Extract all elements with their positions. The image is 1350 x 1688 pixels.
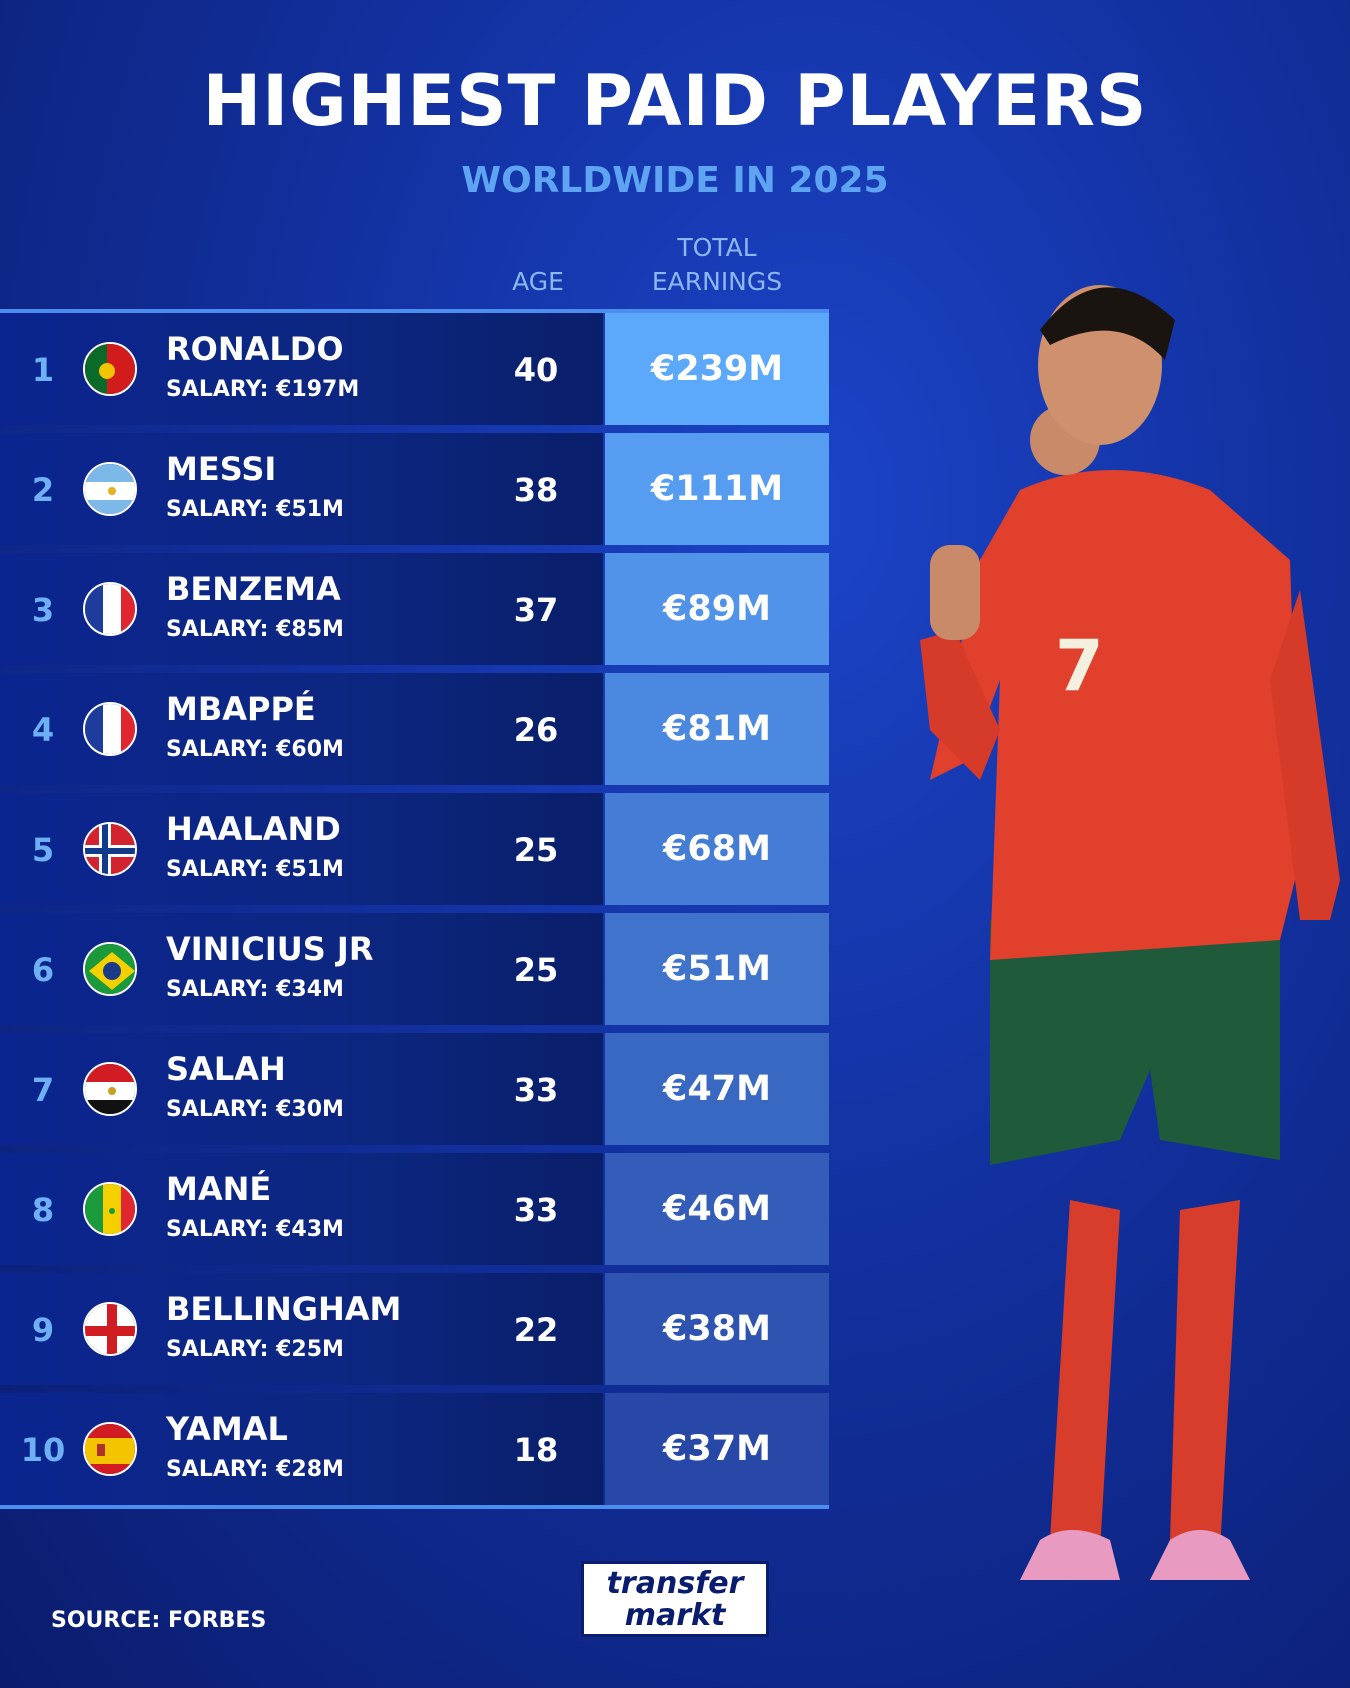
earnings: €111M bbox=[650, 469, 784, 509]
earnings: €51M bbox=[663, 949, 771, 989]
age: 38 bbox=[513, 471, 559, 509]
age: 25 bbox=[513, 951, 559, 989]
rank: 3 bbox=[31, 591, 55, 629]
player-name: MBAPPÉ bbox=[166, 690, 316, 728]
flag-art bbox=[85, 944, 135, 994]
age: 18 bbox=[513, 1431, 559, 1469]
flag bbox=[83, 1422, 137, 1476]
player-name: YAMAL bbox=[166, 1410, 288, 1448]
subtitle: WORLDWIDE IN 2025 bbox=[461, 160, 889, 201]
rank: 7 bbox=[31, 1071, 55, 1109]
rule bbox=[0, 309, 829, 313]
age: 22 bbox=[513, 1311, 559, 1349]
flag-art bbox=[85, 1064, 135, 1114]
source: SOURCE: FORBES bbox=[51, 1608, 267, 1633]
flag bbox=[83, 942, 137, 996]
flag-art bbox=[85, 1424, 135, 1474]
rank: 5 bbox=[31, 831, 55, 869]
player-name: SALAH bbox=[166, 1050, 286, 1088]
earnings-cell bbox=[605, 793, 829, 905]
age: 33 bbox=[513, 1191, 559, 1229]
player-name: BELLINGHAM bbox=[166, 1290, 402, 1328]
earnings: €46M bbox=[663, 1189, 771, 1229]
flag bbox=[83, 1302, 137, 1356]
player-name: RONALDO bbox=[166, 330, 344, 368]
earnings: €89M bbox=[663, 589, 771, 629]
flag bbox=[83, 342, 137, 396]
rank: 6 bbox=[31, 951, 55, 989]
earnings: €37M bbox=[663, 1429, 771, 1469]
rank: 2 bbox=[31, 471, 55, 509]
rank: 8 bbox=[31, 1191, 55, 1229]
salary: SALARY: €51M bbox=[166, 857, 344, 882]
flag-art bbox=[85, 464, 135, 514]
flag bbox=[83, 462, 137, 516]
earnings: €47M bbox=[663, 1069, 771, 1109]
earnings-cell bbox=[605, 673, 829, 785]
rule bbox=[0, 1505, 829, 1509]
flag bbox=[83, 582, 137, 636]
logo-text: transfer bbox=[606, 1566, 744, 1601]
flag-art bbox=[85, 584, 135, 634]
flag bbox=[83, 702, 137, 756]
rank: 9 bbox=[31, 1311, 55, 1349]
age: 26 bbox=[513, 711, 559, 749]
earnings-cell bbox=[605, 553, 829, 665]
flag-art bbox=[85, 344, 135, 394]
player-name: HAALAND bbox=[166, 810, 341, 848]
salary: SALARY: €30M bbox=[166, 1097, 344, 1122]
player-name: BENZEMA bbox=[166, 570, 341, 608]
logo: transfer markt bbox=[581, 1561, 769, 1637]
age: 25 bbox=[513, 831, 559, 869]
salary: SALARY: €25M bbox=[166, 1337, 344, 1362]
player-name: MANÉ bbox=[166, 1170, 272, 1208]
earnings-cell bbox=[605, 913, 829, 1025]
player-name: VINICIUS JR bbox=[166, 930, 374, 968]
salary: SALARY: €85M bbox=[166, 617, 344, 642]
logo-text: markt bbox=[624, 1598, 726, 1633]
flag-art bbox=[85, 824, 135, 874]
rank: 10 bbox=[20, 1431, 66, 1469]
earnings-cell bbox=[605, 433, 829, 545]
salary: SALARY: €197M bbox=[166, 377, 360, 402]
rank: 4 bbox=[31, 711, 55, 749]
earnings: €81M bbox=[663, 709, 771, 749]
earnings-cell bbox=[605, 313, 829, 425]
earnings: €239M bbox=[650, 349, 784, 389]
salary: SALARY: €34M bbox=[166, 977, 344, 1002]
flag-art bbox=[85, 704, 135, 754]
earnings-cell bbox=[605, 1153, 829, 1265]
earnings-cell bbox=[605, 1393, 829, 1505]
flag bbox=[83, 1062, 137, 1116]
salary: SALARY: €51M bbox=[166, 497, 344, 522]
flag bbox=[83, 822, 137, 876]
salary: SALARY: €43M bbox=[166, 1217, 344, 1242]
earnings-cell bbox=[605, 1273, 829, 1385]
shirt-number: 7 bbox=[1055, 625, 1104, 707]
rank: 1 bbox=[31, 351, 55, 389]
salary: SALARY: €28M bbox=[166, 1457, 344, 1482]
age: 33 bbox=[513, 1071, 559, 1109]
column-header: AGE bbox=[512, 267, 564, 296]
flag-art bbox=[85, 1184, 135, 1234]
earnings-cell bbox=[605, 1033, 829, 1145]
earnings: €68M bbox=[663, 829, 771, 869]
flag bbox=[83, 1182, 137, 1236]
player-illustration: 7 bbox=[920, 285, 1340, 1580]
column-header: TOTAL EARNINGS bbox=[651, 233, 783, 296]
salary: SALARY: €60M bbox=[166, 737, 344, 762]
player-name: MESSI bbox=[166, 450, 277, 488]
age: 40 bbox=[513, 351, 559, 389]
title: HIGHEST PAID PLAYERS bbox=[202, 60, 1148, 142]
flag-art bbox=[85, 1304, 135, 1354]
earnings: €38M bbox=[663, 1309, 771, 1349]
age: 37 bbox=[513, 591, 559, 629]
